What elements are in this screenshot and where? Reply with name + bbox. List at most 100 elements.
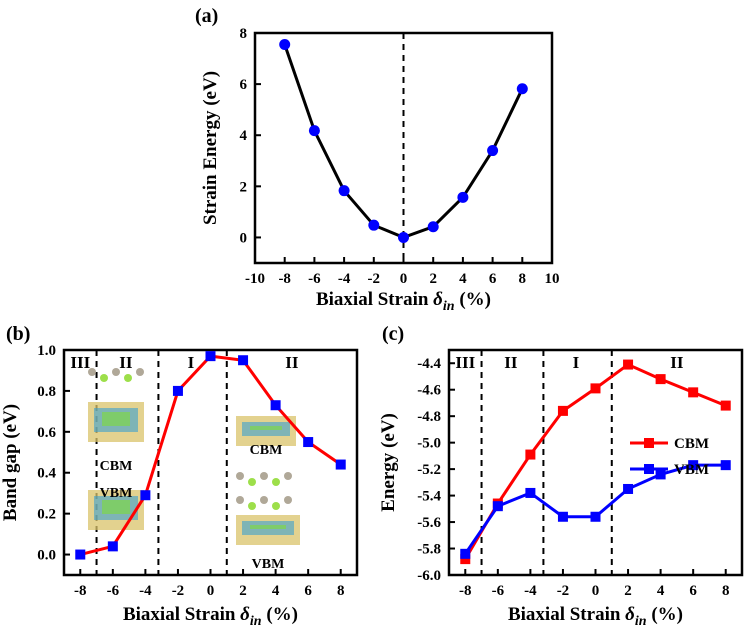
y-tick-label: 0.2 bbox=[37, 507, 56, 523]
data-point bbox=[623, 483, 634, 494]
atom bbox=[260, 496, 268, 504]
x-tick-label: 4 bbox=[657, 583, 665, 599]
y-tick-label: -5.4 bbox=[417, 489, 441, 505]
atom bbox=[272, 478, 280, 486]
data-point bbox=[688, 387, 699, 398]
x-axis-title-main: Biaxial Strain bbox=[123, 604, 240, 625]
atom bbox=[100, 374, 108, 382]
region-label: II bbox=[119, 353, 133, 372]
data-point bbox=[492, 501, 503, 512]
data-point bbox=[655, 374, 666, 385]
data-point bbox=[720, 400, 731, 411]
x-axis-title-subscript: in bbox=[443, 299, 455, 314]
data-point bbox=[140, 490, 151, 501]
y-tick-label: 8 bbox=[240, 26, 248, 42]
x-tick-label: -2 bbox=[172, 583, 185, 599]
data-point bbox=[623, 359, 634, 370]
orbital-isosurface-inner bbox=[102, 500, 130, 514]
y-tick-label: 0.8 bbox=[37, 384, 56, 400]
legend-swatch-marker bbox=[644, 464, 654, 474]
data-point bbox=[590, 511, 601, 522]
inset-label-vbm: VBM bbox=[100, 486, 133, 501]
x-axis-title-main: Biaxial Strain bbox=[316, 289, 433, 310]
orbital-isosurface-inner bbox=[250, 426, 282, 430]
data-point bbox=[107, 541, 118, 552]
x-tick-label: 4 bbox=[272, 583, 280, 599]
y-tick-label: 6 bbox=[240, 77, 248, 93]
data-point bbox=[655, 469, 666, 480]
x-tick-label: 10 bbox=[545, 271, 560, 287]
x-tick-label: 4 bbox=[459, 271, 467, 287]
atom bbox=[284, 472, 292, 480]
panel-b-band-gap-chart: (b) -8 -6 -4 -2 0 2 4 6 8 0.0 0.2 0.4 0.6 0.8 1.0 Biaxia… bbox=[0, 323, 359, 629]
orbital-isosurface-inner bbox=[102, 412, 130, 426]
data-point bbox=[460, 554, 471, 565]
data-point bbox=[487, 145, 499, 157]
x-tick-label: -2 bbox=[557, 583, 570, 599]
x-axis-title: Biaxial Strain δin (%) bbox=[316, 289, 491, 314]
legend-entry-cbm: CBM bbox=[674, 436, 709, 452]
x-tick-label: -4 bbox=[338, 271, 351, 287]
atom bbox=[88, 368, 96, 376]
y-axis-title: Energy (eV) bbox=[378, 413, 399, 512]
y-tick-label: -4.6 bbox=[417, 383, 441, 399]
data-point bbox=[457, 191, 469, 203]
x-tick-label: 6 bbox=[689, 583, 697, 599]
x-axis-title-unit: (%) bbox=[647, 604, 683, 625]
x-tick-label: -10 bbox=[245, 271, 265, 287]
data-point bbox=[368, 219, 380, 231]
x-tick-label: -8 bbox=[459, 583, 472, 599]
y-tick-label: 4 bbox=[240, 128, 248, 144]
x-tick-label: 8 bbox=[722, 583, 730, 599]
data-point bbox=[75, 549, 86, 560]
atom bbox=[136, 368, 144, 376]
x-tick-label: 8 bbox=[519, 271, 527, 287]
legend-entry-vbm: VBM bbox=[674, 462, 709, 478]
x-tick-label: 0 bbox=[592, 583, 600, 599]
x-tick-label: -8 bbox=[278, 271, 291, 287]
data-point bbox=[338, 185, 350, 197]
y-axis-title: Strain Energy (eV) bbox=[200, 71, 221, 225]
x-tick-label: 0 bbox=[400, 271, 408, 287]
region-label: III bbox=[70, 353, 90, 372]
y-tick-label: 1.0 bbox=[37, 343, 56, 359]
x-tick-label: -4 bbox=[139, 583, 152, 599]
y-tick-label: 0.6 bbox=[37, 425, 56, 441]
region-label: II bbox=[670, 353, 684, 372]
y-tick-label: 2 bbox=[240, 179, 248, 195]
y-tick-label: -5.6 bbox=[417, 515, 441, 531]
data-point bbox=[279, 39, 291, 50]
region-label: I bbox=[188, 353, 195, 372]
inset-label-vbm: VBM bbox=[252, 557, 285, 572]
atom bbox=[112, 368, 120, 376]
panel-c-band-edge-energy-chart: (c) -8 -6 -4 -2 0 2 4 6 8 -6.0 -5.8 -5.6 -5.4 -5.2 -5.0… bbox=[378, 323, 744, 629]
data-point bbox=[205, 351, 216, 362]
data-point bbox=[525, 487, 536, 498]
x-tick-label: 6 bbox=[489, 271, 497, 287]
x-tick-label: -6 bbox=[107, 583, 120, 599]
legend-swatch-marker bbox=[644, 438, 654, 448]
data-point bbox=[557, 511, 568, 522]
panel-label: (b) bbox=[6, 323, 30, 345]
x-axis-title: Biaxial Strain δin (%) bbox=[508, 604, 683, 629]
atom bbox=[248, 502, 256, 510]
y-tick-label: -6.0 bbox=[417, 568, 441, 584]
atom bbox=[236, 472, 244, 480]
x-axis-title-symbol: δ bbox=[625, 604, 635, 625]
x-tick-label: -2 bbox=[368, 271, 381, 287]
legend: CBM VBM bbox=[630, 436, 709, 478]
panel-a-strain-energy-chart: (a) -10 -8 -6 -4 -2 0 2 4 6 8 10 0 2 4 6 8 Biaxial Strain… bbox=[195, 5, 560, 314]
data-point bbox=[238, 355, 249, 366]
x-axis-title-subscript: in bbox=[250, 614, 262, 629]
region-label: II bbox=[504, 353, 518, 372]
data-point bbox=[720, 460, 731, 471]
x-axis-title-symbol: δ bbox=[433, 289, 443, 310]
data-point bbox=[460, 548, 471, 559]
x-tick-label: -8 bbox=[74, 583, 87, 599]
data-point bbox=[516, 83, 528, 95]
data-point bbox=[308, 125, 320, 137]
data-point bbox=[590, 383, 601, 394]
atom bbox=[248, 478, 256, 486]
y-tick-label: -4.4 bbox=[417, 356, 441, 372]
